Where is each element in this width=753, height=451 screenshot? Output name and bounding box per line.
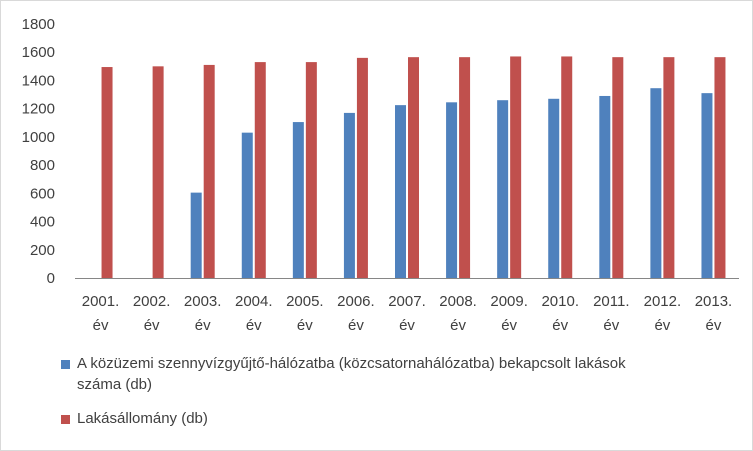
y-tick-label: 1400 bbox=[22, 72, 55, 89]
legend-item-connected-homes: A közüzemi szennyvízgyűjtő-hálózatba (kö… bbox=[61, 353, 741, 395]
x-tick-label: év bbox=[399, 317, 415, 334]
y-axis-labels: 0 200 400 600 800 1000 1200 1400 1600 1800 bbox=[22, 16, 55, 287]
x-tick-label: 2003. bbox=[184, 293, 222, 310]
bar-housing-stock bbox=[408, 57, 419, 279]
y-tick-label: 1000 bbox=[22, 129, 55, 146]
bar-housing-stock bbox=[612, 57, 624, 279]
bar-connected-homes bbox=[241, 132, 253, 278]
bar-housing-stock bbox=[356, 57, 368, 278]
x-tick-label: év bbox=[348, 317, 364, 334]
legend: A közüzemi szennyvízgyűjtő-hálózatba (kö… bbox=[61, 353, 741, 429]
x-tick-label: év bbox=[195, 317, 211, 334]
bar-connected-homes bbox=[343, 112, 355, 279]
legend-swatch-red bbox=[61, 415, 70, 424]
x-tick-label: év bbox=[144, 317, 160, 334]
y-tick-label: 200 bbox=[30, 242, 55, 259]
legend-swatch-blue bbox=[61, 360, 70, 369]
x-tick-label: 2001. bbox=[82, 293, 120, 310]
x-tick-label: 2006. bbox=[337, 293, 375, 310]
bar-connected-homes bbox=[395, 105, 406, 278]
x-tick-label: év bbox=[552, 317, 568, 334]
y-tick-label: 800 bbox=[30, 157, 55, 174]
x-tick-label: 2007. bbox=[388, 293, 426, 310]
x-tick-label: év bbox=[501, 317, 517, 334]
bar-housing-stock bbox=[510, 56, 522, 279]
x-tick-label: év bbox=[603, 317, 619, 334]
legend-label-connected-homes-line1: A közüzemi szennyvízgyűjtő-hálózatba (kö… bbox=[77, 355, 626, 372]
bars bbox=[101, 56, 726, 279]
x-tick-label: 2011. bbox=[593, 293, 629, 310]
bar-connected-homes bbox=[497, 100, 509, 278]
x-tick-label: 2012. bbox=[644, 293, 682, 310]
x-tick-label: 2008. bbox=[439, 293, 477, 310]
x-tick-label: év bbox=[93, 317, 109, 334]
x-tick-label: év bbox=[706, 317, 722, 334]
bar-housing-stock bbox=[663, 57, 675, 279]
y-tick-label: 0 bbox=[47, 270, 55, 287]
x-axis-labels: 2001. év 2002. év 2003. év 2004. év 2005. év 2006.… bbox=[82, 293, 732, 334]
x-tick-label: év bbox=[297, 317, 313, 334]
bar-connected-homes bbox=[599, 95, 611, 278]
bar-housing-stock bbox=[459, 57, 471, 279]
bar-housing-stock bbox=[714, 57, 726, 279]
bar-connected-homes bbox=[190, 192, 202, 278]
bar-chart: 0 200 400 600 800 1000 1200 1400 1600 1800 2001. é… bbox=[22, 16, 739, 334]
x-tick-label: 2005. bbox=[286, 293, 324, 310]
bar-housing-stock bbox=[305, 62, 317, 278]
x-tick-label: év bbox=[246, 317, 262, 334]
x-tick-label: év bbox=[654, 317, 670, 334]
x-tick-label: 2004. bbox=[235, 293, 273, 310]
legend-item-housing-stock: Lakásállomány (db) bbox=[61, 408, 741, 429]
x-tick-label: 2013. bbox=[695, 293, 733, 310]
x-tick-label: év bbox=[450, 317, 466, 334]
bar-housing-stock bbox=[203, 64, 215, 278]
bar-housing-stock bbox=[254, 62, 266, 278]
x-tick-label: 2002. bbox=[133, 293, 171, 310]
y-tick-label: 600 bbox=[30, 185, 55, 202]
bar-connected-homes bbox=[292, 122, 304, 278]
bar-housing-stock bbox=[101, 67, 113, 279]
legend-label-housing-stock: Lakásállomány (db) bbox=[77, 410, 208, 427]
bar-connected-homes bbox=[548, 98, 560, 279]
y-tick-label: 1800 bbox=[22, 16, 55, 33]
y-tick-label: 400 bbox=[30, 214, 55, 231]
bar-connected-homes bbox=[701, 93, 713, 279]
y-tick-label: 1600 bbox=[22, 44, 55, 61]
legend-label-connected-homes-line2: száma (db) bbox=[77, 376, 153, 393]
bar-connected-homes bbox=[650, 88, 662, 278]
x-tick-label: 2009. bbox=[490, 293, 528, 310]
bar-housing-stock bbox=[561, 56, 573, 279]
y-tick-label: 1200 bbox=[22, 101, 55, 118]
bar-connected-homes bbox=[446, 102, 458, 278]
x-tick-label: 2010. bbox=[541, 293, 579, 310]
bar-housing-stock bbox=[152, 66, 164, 278]
